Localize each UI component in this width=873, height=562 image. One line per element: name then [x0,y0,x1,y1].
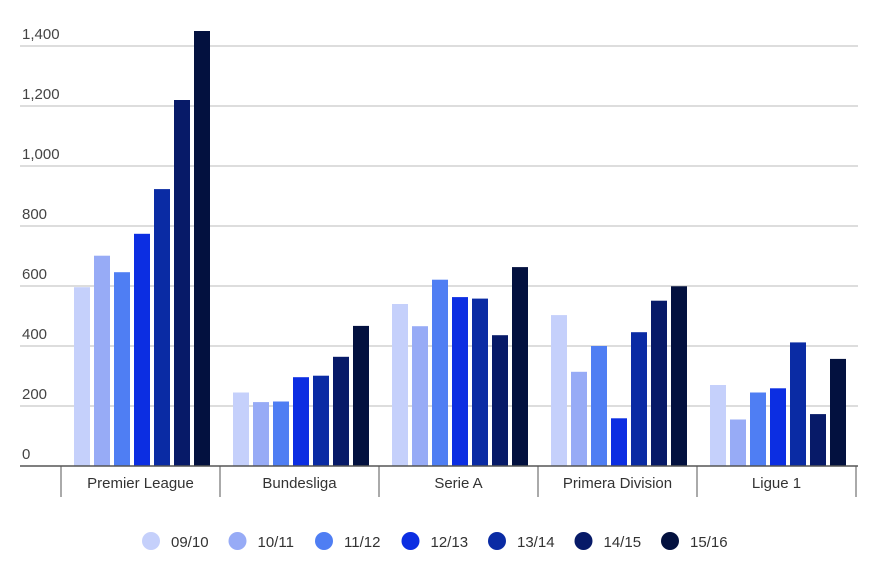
bar-serie-a-15-16 [512,267,528,466]
bar-primera-division-10-11 [571,371,587,466]
bar-serie-a-13-14 [472,298,488,466]
legend-label: 14/15 [604,534,642,551]
bar-bundesliga-15-16 [353,325,369,466]
bar-ligue-1-10-11 [730,419,746,466]
legend-label: 12/13 [431,534,469,551]
bar-bundesliga-13-14 [313,375,329,466]
bar-ligue-1-15-16 [830,358,846,466]
legend-label: 09/10 [171,534,209,551]
category-label: Bundesliga [262,475,337,492]
bar-serie-a-09-10 [392,304,408,466]
bar-premier-league-10-11 [94,255,110,466]
bar-ligue-1-14-15 [810,414,826,466]
y-axis-tick-labels: 0 200 400 600 800 1,000 1,200 1,400 [22,26,60,463]
bar-bundesliga-11-12 [273,401,289,466]
bar-primera-division-14-15 [651,300,667,466]
y-tick-label: 600 [22,266,47,283]
category-label: Premier League [87,475,194,492]
bars [74,31,846,466]
y-tick-label: 800 [22,206,47,223]
bar-serie-a-11-12 [432,279,448,466]
legend-label: 10/11 [258,534,294,551]
legend-label: 15/16 [690,534,728,551]
bar-premier-league-11-12 [114,272,130,466]
category-label: Serie A [434,475,482,492]
legend-label: 11/12 [344,534,380,551]
bar-ligue-1-11-12 [750,392,766,466]
legend-swatch [574,532,593,550]
bar-serie-a-14-15 [492,335,508,466]
y-tick-label: 400 [22,326,47,343]
legend-swatch [142,532,160,550]
bar-premier-league-14-15 [174,100,190,466]
bar-bundesliga-14-15 [333,356,349,466]
bar-bundesliga-12-13 [293,377,309,466]
legend-swatch [315,532,333,550]
bar-premier-league-12-13 [134,233,150,466]
bar-primera-division-15-16 [671,286,687,466]
legend-swatch [661,532,679,550]
bar-ligue-1-09-10 [710,385,726,466]
y-tick-label: 0 [22,446,30,463]
bar-premier-league-13-14 [154,189,170,466]
bar-primera-division-13-14 [631,332,647,466]
legend-swatch [488,532,506,550]
bar-ligue-1-12-13 [770,388,786,466]
bar-primera-division-11-12 [591,346,607,466]
x-axis: Premier League Bundesliga Serie A Primera D… [20,465,858,497]
bar-premier-league-15-16 [194,31,210,466]
category-label: Primera Division [563,475,672,492]
bar-primera-division-09-10 [551,315,567,466]
bar-bundesliga-09-10 [233,392,249,466]
legend-swatch [228,532,247,550]
y-tick-label: 1,200 [22,86,60,103]
bar-serie-a-12-13 [452,297,468,466]
category-label: Ligue 1 [752,475,801,492]
bar-premier-league-09-10 [74,287,90,466]
bar-primera-division-12-13 [611,418,627,466]
legend: 09/10 10/11 11/12 12/13 13/14 14/15 15/16 [142,532,728,551]
bar-bundesliga-10-11 [253,402,269,466]
bar-serie-a-10-11 [412,326,428,466]
bar-ligue-1-13-14 [790,342,806,466]
y-tick-label: 1,000 [22,146,60,163]
legend-label: 13/14 [517,534,555,551]
y-tick-label: 200 [22,386,47,403]
legend-swatch [401,532,420,550]
y-tick-label: 1,400 [22,26,60,43]
